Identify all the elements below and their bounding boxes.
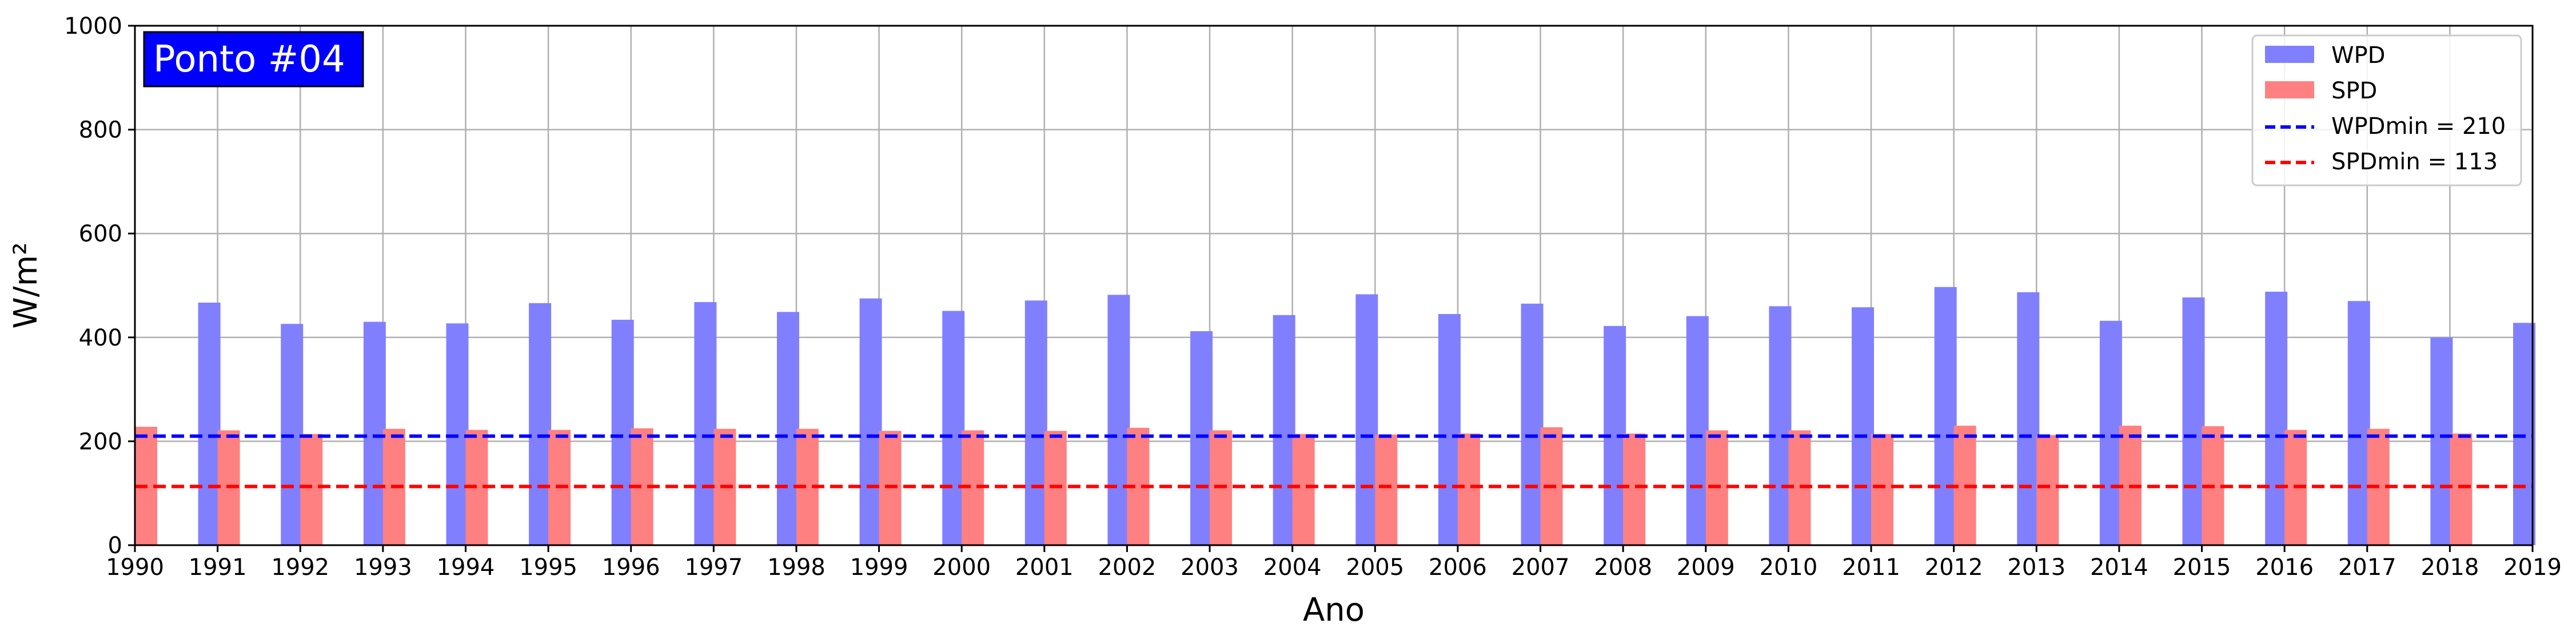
bars (135, 287, 2535, 545)
legend: WPD SPD WPDmin = 210 SPDmin = 113 (2251, 34, 2522, 186)
bar-wpd (859, 298, 882, 545)
x-tick-label: 2016 (2255, 554, 2314, 581)
x-tick-label: 1992 (271, 554, 329, 581)
bar-wpd (776, 312, 799, 545)
bar-wpd (1852, 307, 1875, 545)
legend-label-spd: SPD (2331, 78, 2377, 104)
bar-wpd (1521, 303, 1544, 545)
y-axis-label: W/m² (7, 242, 45, 328)
y-tick-label: 400 (79, 325, 122, 351)
x-tick-label: 1991 (189, 554, 247, 581)
y-tick-label: 0 (108, 533, 122, 559)
legend-swatch-wpd (2265, 46, 2314, 63)
ticks: 1990 1991 1992 1993 1994 1995 1996 1997 1998 1999… (64, 13, 2562, 581)
bar-wpd (1273, 315, 1295, 545)
x-tick-label: 1999 (850, 554, 908, 581)
x-tick-label: 2014 (2090, 554, 2148, 581)
bar-spd (1457, 433, 1480, 545)
bar-wpd (363, 322, 386, 545)
x-tick-label: 1994 (437, 554, 495, 581)
plot-frame (134, 25, 2534, 546)
bar-spd (2036, 435, 2059, 545)
legend-box (2251, 34, 2522, 186)
bar-wpd (1107, 295, 1130, 545)
bar-wpd (694, 302, 717, 545)
x-tick-label: 1998 (767, 554, 826, 581)
point-badge-box (143, 31, 364, 88)
x-tick-label: 2005 (1346, 554, 1404, 581)
bar-wpd (1769, 306, 1792, 545)
x-tick-label: 2013 (2007, 554, 2065, 581)
grid (134, 25, 2534, 546)
x-tick-label: 1993 (354, 554, 412, 581)
x-tick-label: 2004 (1263, 554, 1322, 581)
bar-wpd (198, 302, 221, 545)
x-tick-label: 2000 (932, 554, 991, 581)
x-tick-label: 1996 (602, 554, 660, 581)
y-tick-label: 1000 (64, 13, 122, 39)
x-tick-label: 2008 (1594, 554, 1652, 581)
x-tick-label: 2009 (1677, 554, 1735, 581)
bar-spd (1623, 433, 1646, 545)
bar-wpd (446, 323, 469, 545)
y-tick-label: 600 (79, 221, 122, 247)
legend-swatch-spd (2265, 81, 2314, 98)
bar-wpd (2430, 337, 2453, 545)
bar-wpd (2017, 292, 2040, 545)
legend-label-wpd: WPD (2331, 42, 2385, 69)
bar-wpd (1190, 331, 1213, 545)
y-tick-label: 800 (79, 117, 122, 144)
reference-lines (135, 434, 2533, 489)
x-tick-label: 2007 (1512, 554, 1570, 581)
bar-wpd (2182, 297, 2205, 545)
x-tick-label: 1997 (684, 554, 743, 581)
x-tick-label: 2006 (1429, 554, 1487, 581)
x-tick-label: 2012 (1925, 554, 1983, 581)
x-tick-label: 2001 (1015, 554, 1074, 581)
x-tick-label: 2015 (2173, 554, 2231, 581)
x-tick-label: 2011 (1842, 554, 1900, 581)
bar-wpd (611, 319, 634, 545)
bar-wpd (1355, 294, 1378, 545)
x-tick-label: 2003 (1181, 554, 1239, 581)
bar-spd (1375, 434, 1398, 545)
bar-wpd (1024, 300, 1047, 545)
bar-wpd (1934, 287, 1957, 545)
x-tick-label: 1990 (106, 554, 164, 581)
bar-spd (1292, 434, 1315, 545)
x-tick-label: 2002 (1098, 554, 1157, 581)
bar-wpd (942, 311, 965, 545)
x-axis-label: Ano (1303, 592, 1365, 629)
bar-spd (300, 434, 323, 545)
legend-label-wpdmin: WPDmin = 210 (2331, 113, 2506, 140)
y-tick-label: 200 (79, 428, 122, 455)
x-tick-label: 1995 (519, 554, 577, 581)
point-badge-label: Ponto #04 (153, 38, 345, 81)
bar-spd (2450, 433, 2473, 545)
bar-wpd (2347, 301, 2370, 545)
x-tick-label: 2010 (1760, 554, 1818, 581)
x-tick-label: 2018 (2421, 554, 2479, 581)
point-badge: Ponto #04 (143, 31, 364, 88)
bar-wpd (2099, 320, 2122, 545)
x-tick-label: 2019 (2503, 554, 2562, 581)
bar-spd (1871, 434, 1894, 545)
x-tick-label: 2017 (2338, 554, 2396, 581)
bar-wpd (529, 303, 552, 545)
bar-wpd (1686, 316, 1709, 545)
bar-wpd (2265, 291, 2288, 545)
legend-label-spdmin: SPDmin = 113 (2331, 149, 2498, 175)
bar-wpd (1438, 313, 1461, 545)
